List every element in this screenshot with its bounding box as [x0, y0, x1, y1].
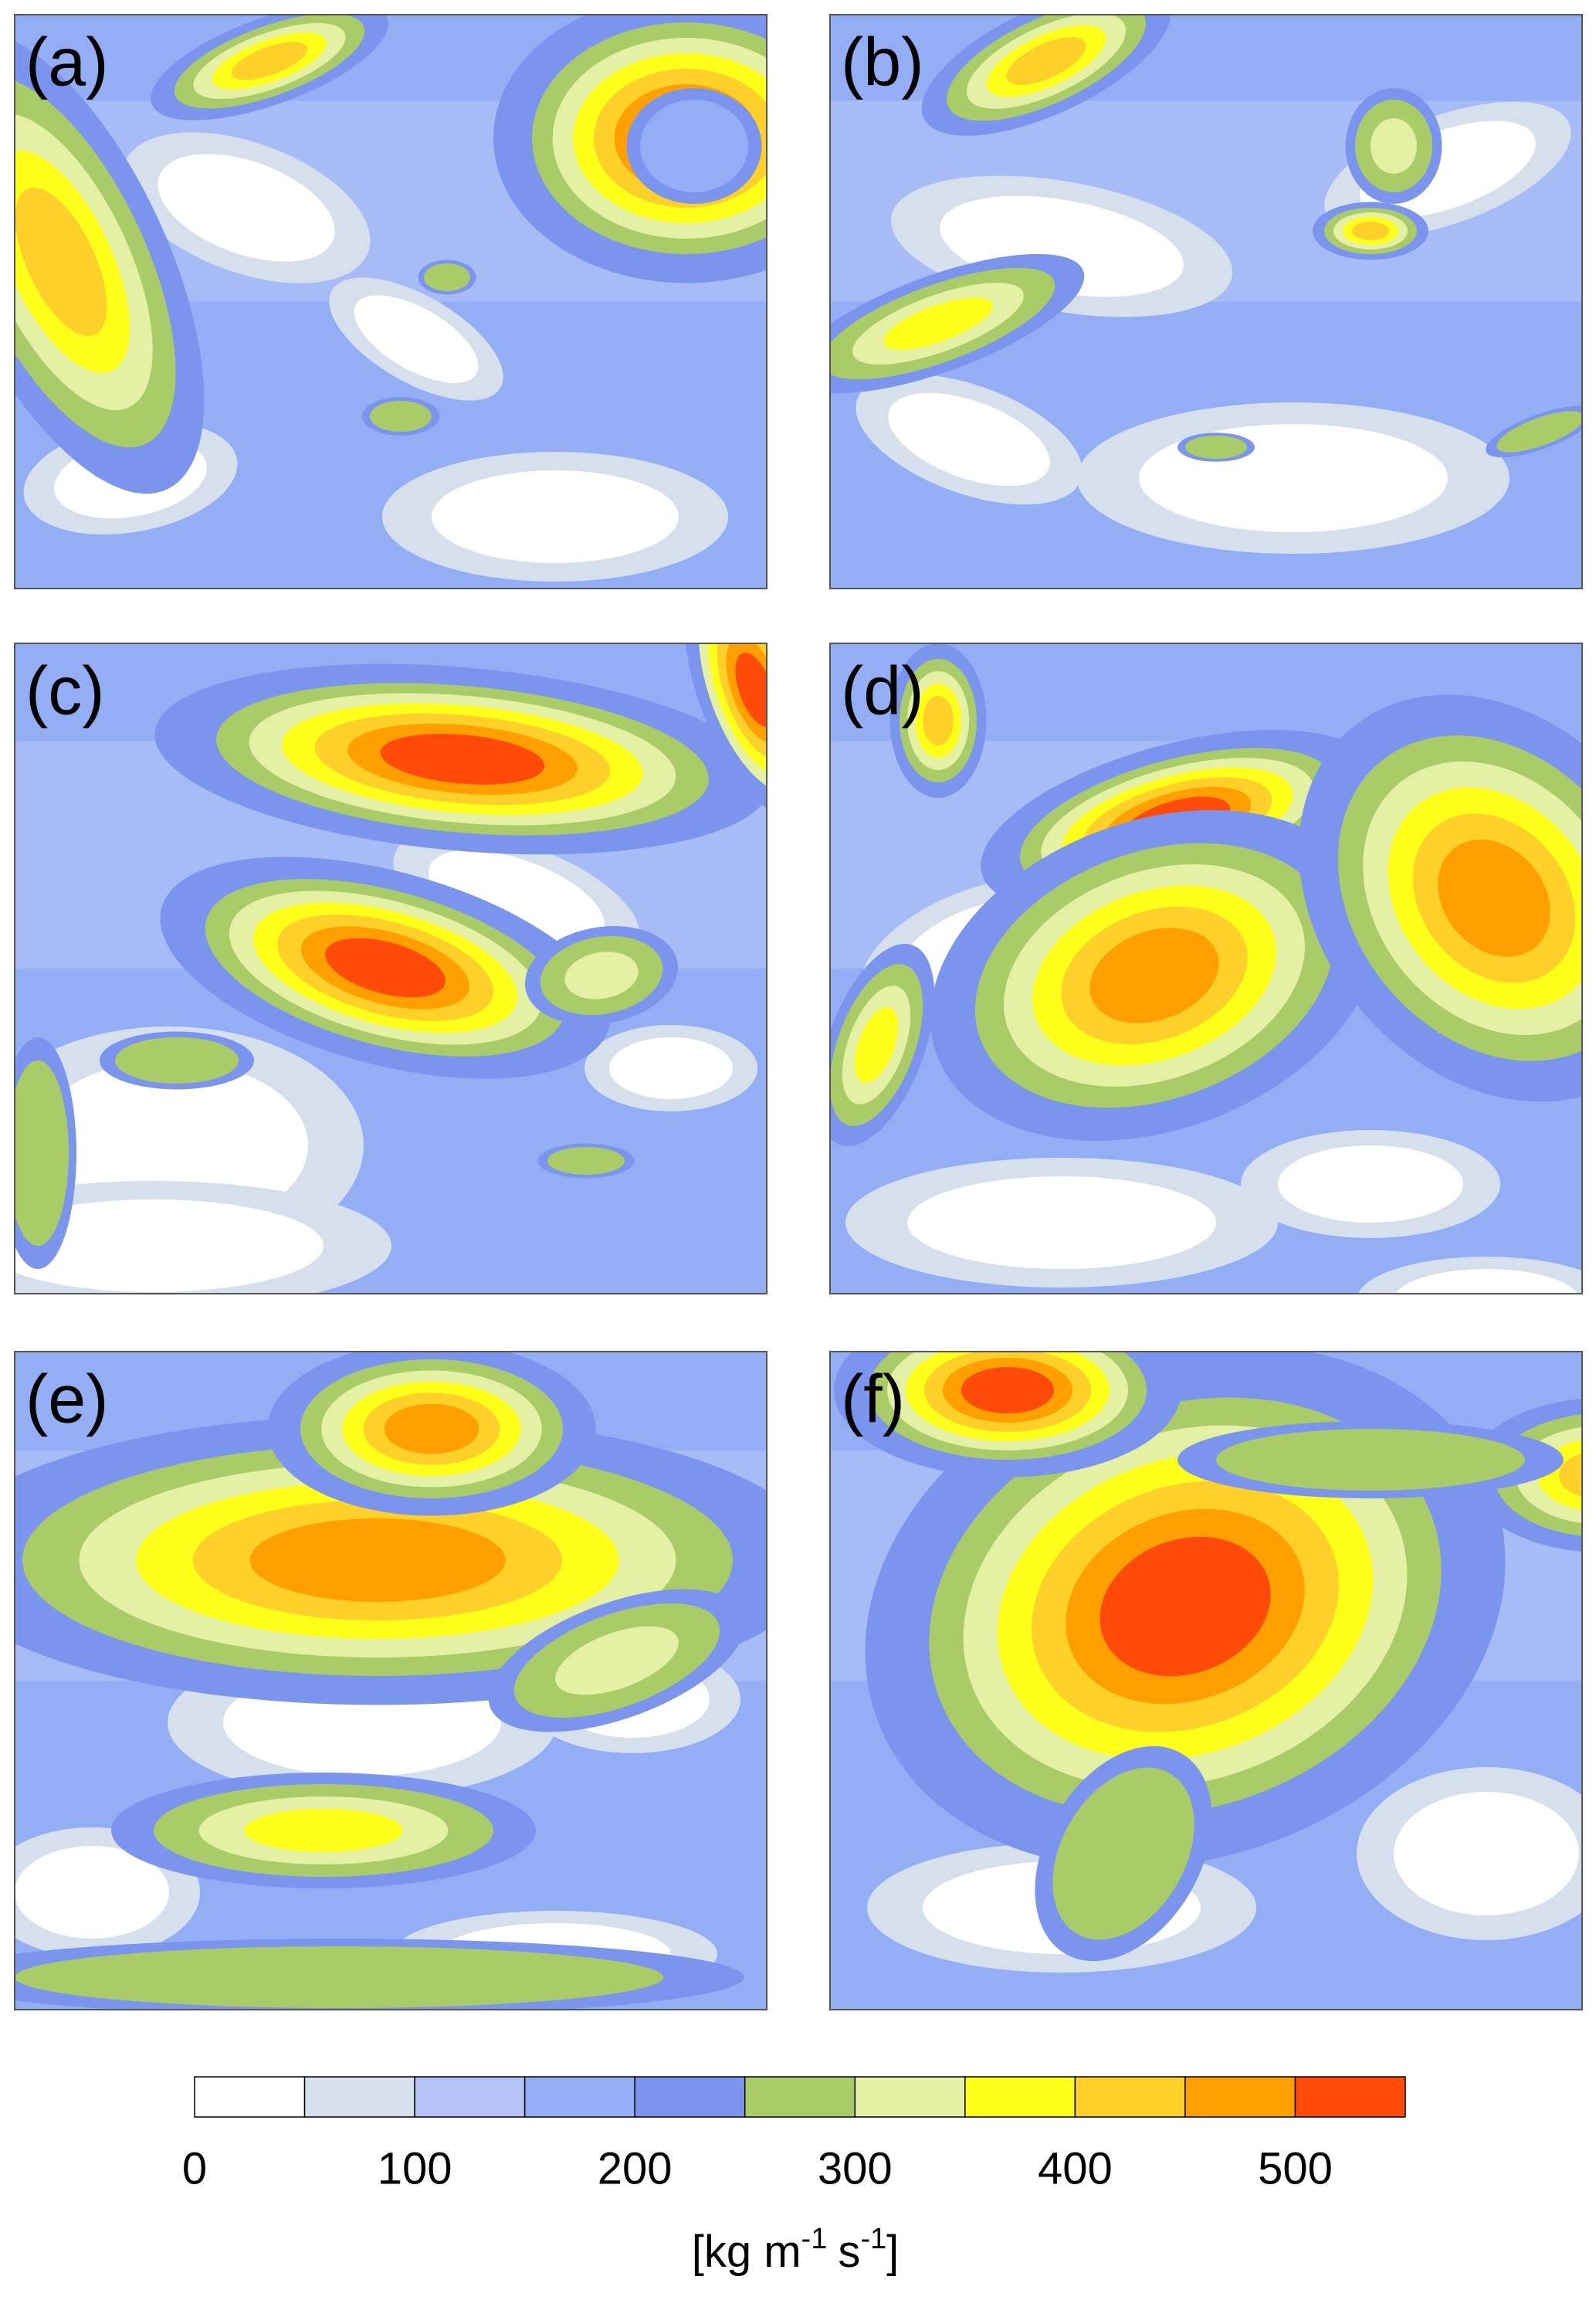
field-patch — [384, 1403, 479, 1454]
field-patch — [370, 401, 432, 432]
panel-label: (f) — [841, 1360, 905, 1437]
field-patch — [1438, 840, 1550, 957]
field-patch — [1395, 1269, 1577, 1294]
field-patch — [244, 1809, 403, 1852]
field-patch — [424, 263, 470, 291]
field-patch — [609, 1037, 733, 1099]
panels: (a) (b) (c) (d) (e) (f) — [14, 14, 1583, 2010]
field-patch — [15, 1060, 69, 1246]
unit-exponent: -1 — [801, 2223, 828, 2255]
map-panel: (c) — [14, 643, 768, 1294]
field-patch — [249, 1518, 506, 1602]
panel-label: (e) — [25, 1360, 109, 1437]
tick-label: 400 — [1038, 2143, 1113, 2193]
colorbar-bin — [634, 2076, 746, 2118]
map-panel: (a) — [14, 14, 768, 589]
map-panel: (d) — [829, 643, 1583, 1294]
field-patch — [1089, 928, 1219, 1023]
field-patch — [325, 938, 446, 998]
map-field — [15, 1352, 767, 2010]
map-field — [15, 15, 767, 589]
field-patch — [115, 1037, 239, 1084]
field-patch — [888, 392, 1050, 487]
colorbar-bin — [964, 2076, 1076, 2118]
tick-label: 200 — [598, 2143, 673, 2193]
unit-label: [kg m-1 s-1] — [692, 2223, 900, 2277]
map-field — [15, 643, 767, 1294]
colorbar-bin — [1184, 2076, 1296, 2118]
unit-exponent: -1 — [860, 2223, 886, 2255]
field-patch — [432, 470, 679, 563]
map-panel: (f) — [829, 1351, 1583, 2010]
field-patch — [15, 1846, 169, 1939]
unit-part: [kg m — [692, 2227, 801, 2277]
field-patch — [1559, 1453, 1582, 1498]
tick-label: 100 — [378, 2143, 452, 2193]
field-patch — [640, 100, 748, 192]
field-patch — [1100, 1536, 1271, 1677]
field-patch — [1052, 1767, 1194, 1940]
field-patch — [907, 1176, 1216, 1269]
field-patch — [428, 850, 605, 947]
field-patch — [1216, 1429, 1525, 1491]
field-patch — [1496, 411, 1582, 453]
map-panel: (e) — [14, 1351, 768, 2010]
field-patch — [1371, 118, 1417, 174]
panel-label: (d) — [841, 652, 924, 728]
field-patch — [15, 187, 107, 337]
unit-part: s — [838, 2227, 860, 2277]
colorbar-bin — [1294, 2076, 1406, 2118]
map-field — [830, 15, 1582, 589]
colorbar: 0 100 200 300 400 500 — [182, 2076, 1406, 2193]
field-patch — [883, 297, 993, 350]
panel-label: (c) — [25, 652, 105, 728]
colorbar-bin — [744, 2076, 856, 2118]
panel-label: (b) — [841, 23, 924, 100]
field-patch — [854, 1007, 899, 1083]
field-patch — [15, 1199, 324, 1292]
field-patch — [1185, 436, 1247, 459]
colorbar-bin — [854, 2076, 966, 2118]
field-patch — [1352, 222, 1389, 240]
field-patch — [564, 952, 639, 999]
panel-frame — [14, 14, 768, 589]
tick-label: 300 — [818, 2143, 893, 2193]
unit-part: ] — [886, 2227, 899, 2277]
field-patch — [923, 696, 954, 745]
map-field — [830, 643, 1582, 1294]
colorbar-bin — [414, 2076, 526, 2118]
field-patch — [380, 734, 545, 785]
colorbar-bin — [1074, 2076, 1186, 2118]
field-patch — [158, 154, 335, 262]
field-patch — [231, 42, 308, 80]
map-panel: (b) — [829, 14, 1583, 589]
panel-frame — [829, 1351, 1583, 2010]
field-patch — [15, 1946, 663, 2008]
field-patch — [1394, 1792, 1579, 1915]
panel-frame — [14, 1351, 768, 2010]
map-field — [830, 1352, 1582, 2010]
field-patch — [354, 295, 479, 383]
field-patch — [555, 1626, 679, 1695]
tick-label: 500 — [1258, 2143, 1333, 2193]
panel-frame — [829, 14, 1583, 589]
colorbar-bin — [524, 2076, 635, 2118]
panel-frame — [829, 643, 1583, 1294]
tick-label: 0 — [182, 2143, 207, 2193]
panel-label: (a) — [25, 23, 109, 100]
panel-frame — [14, 643, 768, 1294]
field-patch — [1006, 37, 1086, 85]
colorbar-bin — [194, 2076, 306, 2118]
field-patch — [547, 1147, 625, 1175]
colorbar-bin — [303, 2076, 415, 2118]
field-patch — [961, 1367, 1054, 1413]
field-patch — [1278, 1145, 1463, 1223]
